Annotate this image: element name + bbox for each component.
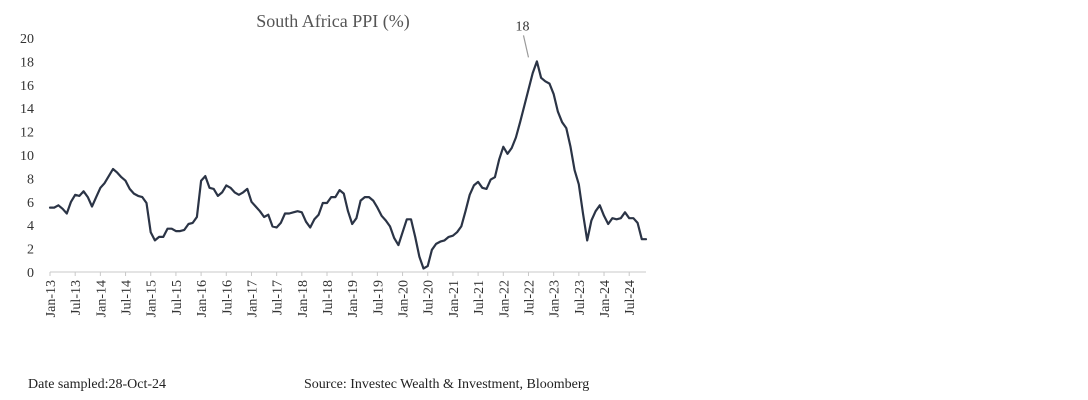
y-tick-label: 10 bbox=[20, 149, 34, 164]
x-tick-label: Jan-17 bbox=[245, 280, 260, 317]
y-tick-label: 2 bbox=[27, 243, 34, 258]
x-tick-label: Jul-14 bbox=[120, 280, 135, 315]
x-tick-label: Jul-21 bbox=[472, 280, 487, 315]
y-tick-label: 4 bbox=[27, 219, 34, 234]
x-tick-label: Jan-21 bbox=[447, 280, 462, 317]
chart-title: South Africa PPI (%) bbox=[256, 11, 409, 32]
x-tick-label: Jul-19 bbox=[371, 280, 386, 315]
y-tick-label: 14 bbox=[20, 102, 34, 117]
x-tick-label: Jan-16 bbox=[195, 280, 210, 317]
y-tick-label: 8 bbox=[27, 172, 34, 187]
y-tick-label: 6 bbox=[27, 196, 34, 211]
y-tick-label: 18 bbox=[20, 55, 34, 70]
chart-svg: South Africa PPI (%) 0 2 4 6 8 10 12 14 16 18 20 J… bbox=[20, 11, 648, 317]
x-tick-label: Jan-23 bbox=[548, 280, 563, 317]
x-tick-label: Jul-22 bbox=[522, 280, 537, 315]
annotation-label: 18 bbox=[515, 19, 529, 34]
x-tick-label: Jan-24 bbox=[598, 280, 613, 317]
x-tick-label: Jul-13 bbox=[69, 280, 84, 315]
y-tick-label: 16 bbox=[20, 79, 34, 94]
x-tick-label: Jan-22 bbox=[497, 280, 512, 317]
peak-annotation: 18 bbox=[515, 19, 530, 58]
x-tick-label: Jan-20 bbox=[397, 280, 412, 317]
x-tick-label: Jan-19 bbox=[346, 280, 361, 317]
x-tick-label: Jul-16 bbox=[220, 280, 235, 315]
x-tick-label: Jan-15 bbox=[145, 280, 160, 317]
date-sampled-note: Date sampled:28-Oct-24 bbox=[28, 377, 167, 392]
annotation-leader bbox=[522, 35, 530, 58]
y-tick-label: 12 bbox=[20, 126, 34, 141]
x-tick-label: Jul-18 bbox=[321, 280, 336, 315]
y-tick-label: 20 bbox=[20, 32, 34, 47]
y-axis: 0 2 4 6 8 10 12 14 16 18 20 bbox=[20, 32, 34, 281]
x-tick-label: Jan-18 bbox=[296, 280, 311, 317]
x-tick-label: Jul-24 bbox=[623, 280, 638, 315]
series-line bbox=[48, 60, 648, 270]
x-tick-label: Jul-23 bbox=[573, 280, 588, 315]
y-tick-label: 0 bbox=[27, 266, 34, 281]
x-tick-label: Jul-20 bbox=[422, 280, 437, 315]
x-tick-label: Jan-13 bbox=[44, 280, 59, 317]
x-tick-label: Jul-17 bbox=[271, 280, 286, 315]
x-tick-label: Jan-14 bbox=[94, 280, 109, 317]
x-axis: Jan-13 Jul-13 Jan-14 Jul-14 Jan-15 Jul-15 Jan-… bbox=[44, 271, 646, 317]
x-tick-label: Jul-15 bbox=[170, 280, 185, 315]
source-note: Source: Investec Wealth & Investment, Bl… bbox=[304, 377, 590, 392]
